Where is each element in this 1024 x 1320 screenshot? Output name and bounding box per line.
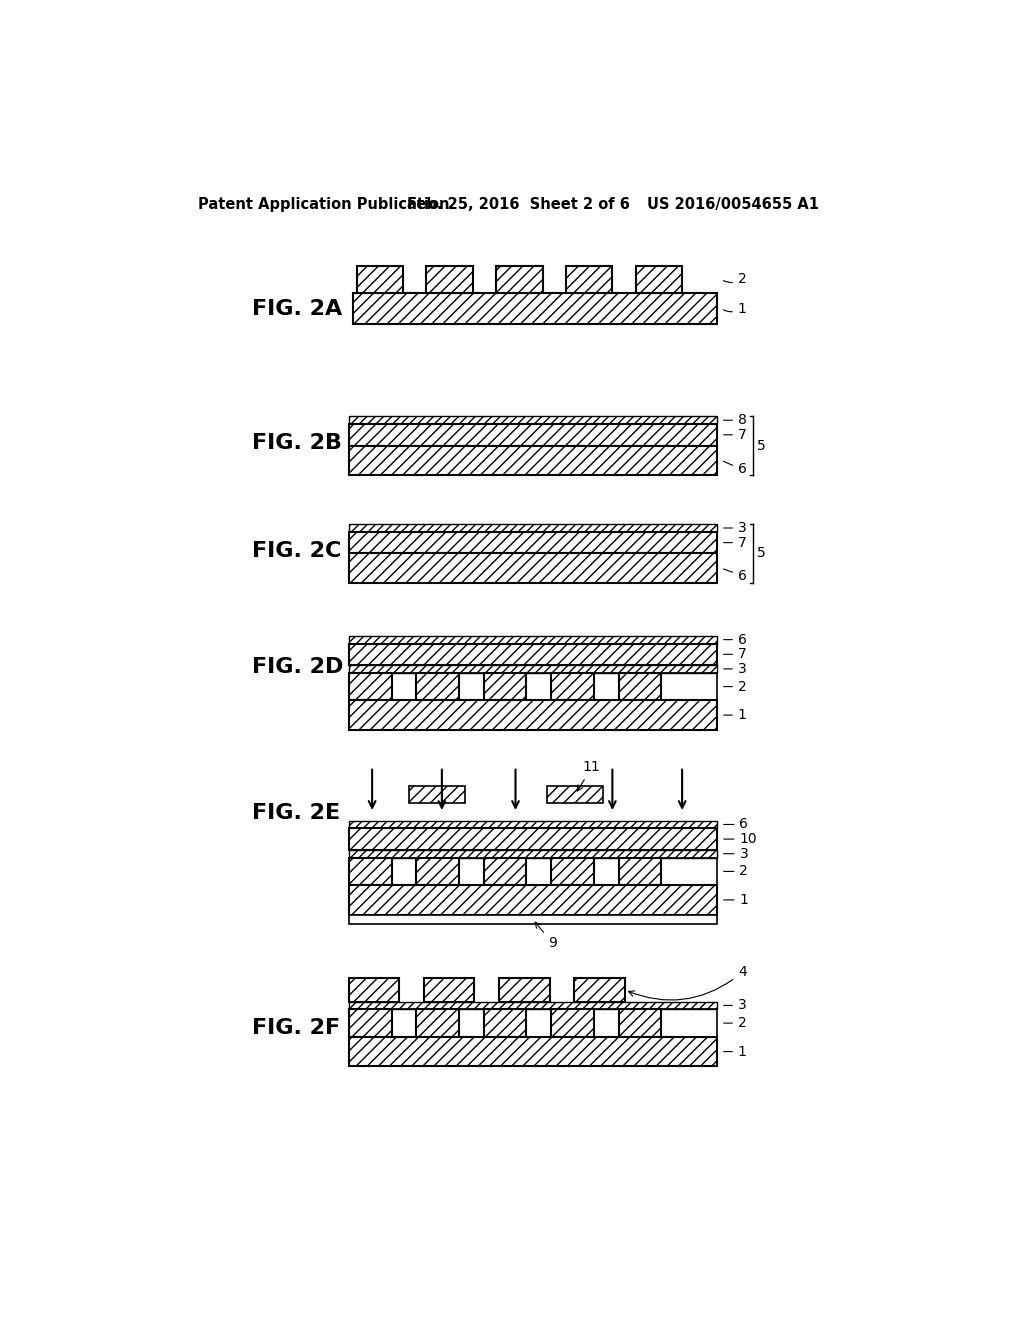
Text: 7: 7 [724,428,746,442]
Bar [352,293,717,323]
Bar [410,785,465,803]
Text: 6: 6 [724,632,746,647]
Text: 3: 3 [724,846,749,861]
Bar [551,1010,594,1038]
Text: 3: 3 [724,521,746,535]
Bar [349,673,391,701]
Text: 4: 4 [629,965,746,1001]
Text: 3: 3 [724,661,746,676]
Bar [349,636,717,644]
Bar [618,1010,662,1038]
Text: 1: 1 [724,708,746,722]
Bar [349,524,717,532]
Text: FIG. 2A: FIG. 2A [252,298,342,318]
Text: 5: 5 [757,438,765,453]
Text: 2: 2 [724,1016,746,1030]
Bar [349,416,717,424]
Text: 1: 1 [723,301,746,315]
Text: FIG. 2F: FIG. 2F [252,1019,340,1039]
Bar [547,785,603,803]
Bar [636,267,682,293]
Bar [424,978,474,1002]
Bar [483,858,526,886]
Text: 1: 1 [724,1044,746,1059]
Bar [349,424,717,446]
Bar [566,267,612,293]
Bar [349,446,717,475]
Text: 11: 11 [578,760,601,791]
Bar [349,1010,391,1038]
Text: 7: 7 [724,536,746,549]
Bar [349,850,717,858]
Text: 1: 1 [724,892,749,907]
Text: 2: 2 [723,272,746,286]
Text: FIG. 2D: FIG. 2D [252,656,343,677]
Text: 6: 6 [724,569,746,582]
Bar [349,829,717,850]
Bar [496,267,543,293]
Bar [426,267,473,293]
Bar [551,673,594,701]
Bar [417,1010,459,1038]
Bar [349,858,391,886]
Bar [349,553,717,582]
Bar [417,858,459,886]
Text: US 2016/0054655 A1: US 2016/0054655 A1 [647,197,819,213]
Bar [349,1002,717,1010]
Bar [618,858,662,886]
Bar [551,858,594,886]
Bar [500,978,550,1002]
Text: Patent Application Publication: Patent Application Publication [198,197,450,213]
Bar [349,701,717,730]
Bar [417,673,459,701]
Text: 3: 3 [724,998,746,1012]
Text: 5: 5 [757,546,765,561]
Bar [349,532,717,553]
Bar [349,821,717,829]
Bar [574,978,625,1002]
Text: 8: 8 [724,413,746,428]
Text: 6: 6 [723,461,746,477]
Bar [349,915,717,924]
Bar [349,978,399,1002]
Text: 2: 2 [724,680,746,693]
Bar [483,1010,526,1038]
Text: FIG. 2B: FIG. 2B [252,433,342,453]
Bar [349,665,717,673]
Bar [356,267,403,293]
Bar [349,886,717,915]
Bar [349,1038,717,1067]
Bar [349,644,717,665]
Bar [618,673,662,701]
Bar [483,673,526,701]
Text: 7: 7 [724,647,746,661]
Text: 2: 2 [724,865,749,878]
Text: 6: 6 [724,817,749,832]
Text: 9: 9 [536,923,557,950]
Text: Feb. 25, 2016  Sheet 2 of 6: Feb. 25, 2016 Sheet 2 of 6 [407,197,630,213]
Text: 10: 10 [724,832,757,846]
Text: FIG. 2C: FIG. 2C [252,541,341,561]
Text: FIG. 2E: FIG. 2E [252,803,340,822]
